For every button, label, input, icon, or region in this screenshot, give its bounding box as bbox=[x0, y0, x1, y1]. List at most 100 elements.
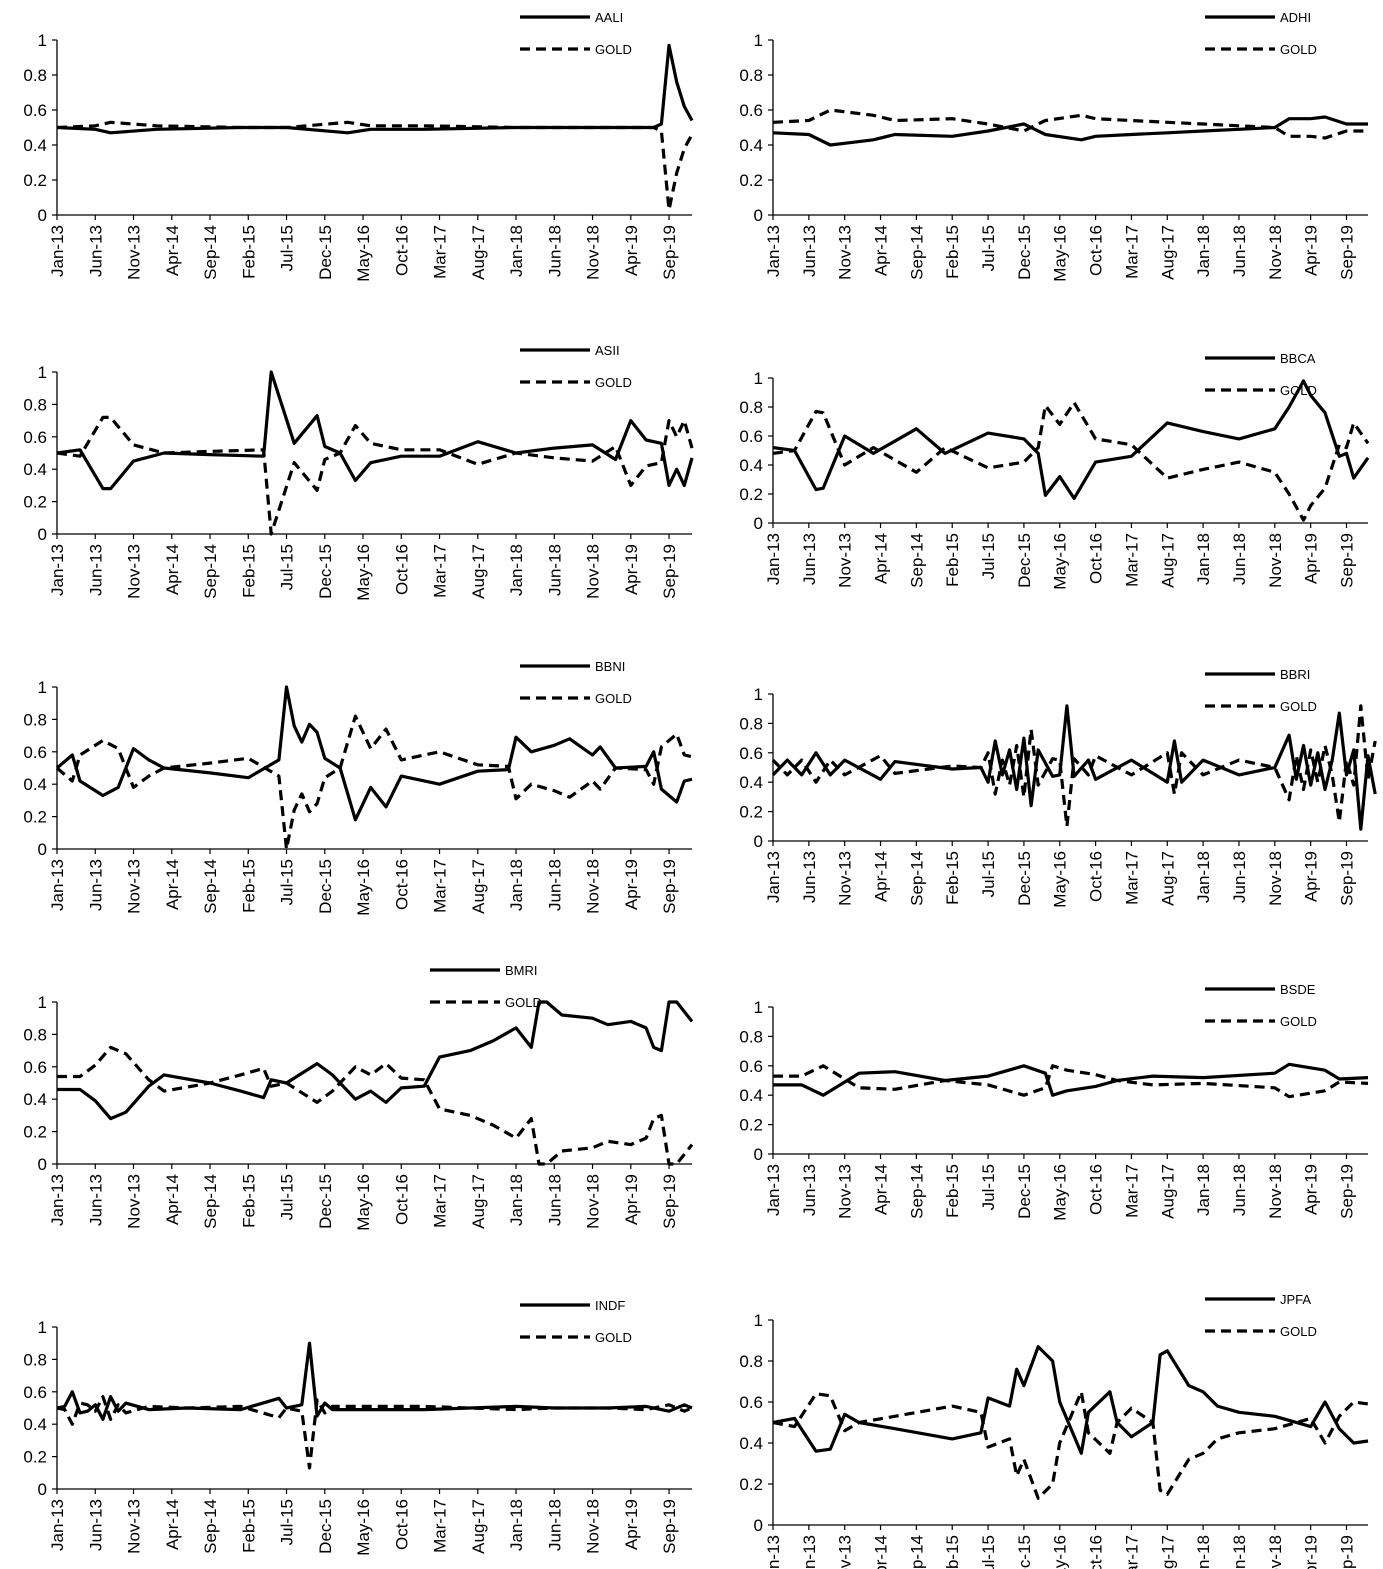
legend-label-gold: GOLD bbox=[1280, 383, 1317, 398]
x-tick-label: Sep-19 bbox=[660, 1174, 679, 1229]
y-tick-label: 0.4 bbox=[23, 1090, 47, 1109]
x-tick-label: Feb-15 bbox=[943, 851, 962, 905]
legend-label-bbni: BBNI bbox=[595, 659, 625, 674]
series-line-jpfa bbox=[772, 1345, 1369, 1455]
chart-panel-1: 0 0.2 0.4 0.6 0.8 1 Jan-13 Jun-13 Nov-13 Apr-14 Se… bbox=[23, 10, 694, 282]
series-line-indf bbox=[56, 1341, 693, 1421]
x-tick-label: Jul-15 bbox=[979, 1535, 998, 1569]
x-tick-label: Jan-13 bbox=[48, 1174, 67, 1226]
x-tick-label: May-16 bbox=[354, 859, 373, 916]
x-tick-label: Nov-18 bbox=[584, 1499, 603, 1554]
x-tick-label: Dec-15 bbox=[1015, 225, 1034, 280]
x-tick-label: Jan-13 bbox=[764, 1535, 783, 1569]
x-tick-label: Mar-17 bbox=[1122, 1164, 1141, 1218]
x-tick-label: Sep-19 bbox=[660, 859, 679, 914]
legend-label-aali: AALI bbox=[595, 10, 623, 25]
x-tick-label: May-16 bbox=[1051, 1164, 1070, 1221]
x-tick-label: Jun-18 bbox=[545, 225, 564, 277]
x-tick-label: Apr-19 bbox=[622, 859, 641, 910]
x-tick-label: Apr-19 bbox=[1302, 851, 1321, 902]
x-tick-label: Jan-18 bbox=[1194, 851, 1213, 903]
x-tick-label: May-16 bbox=[1051, 225, 1070, 282]
y-tick-label: 0.8 bbox=[23, 710, 47, 729]
x-tick-label: Apr-19 bbox=[622, 225, 641, 276]
x-tick-label: Jun-18 bbox=[545, 1174, 564, 1226]
x-tick-label: May-16 bbox=[354, 225, 373, 282]
series-line-gold bbox=[772, 401, 1370, 522]
y-tick-label: 0.8 bbox=[23, 66, 47, 85]
legend-label-gold: GOLD bbox=[595, 375, 632, 390]
x-tick-label: Feb-15 bbox=[943, 1535, 962, 1569]
x-tick-label: Apr-14 bbox=[872, 225, 891, 276]
y-tick-label: 0 bbox=[38, 206, 47, 225]
x-tick-label: Jun-13 bbox=[800, 1535, 819, 1569]
x-tick-label: Jun-18 bbox=[1230, 225, 1249, 277]
x-tick-label: Mar-17 bbox=[431, 1174, 450, 1228]
x-tick-label: Jan-18 bbox=[507, 1174, 526, 1226]
x-tick-label: Jan-18 bbox=[1194, 1535, 1213, 1569]
y-tick-label: 0 bbox=[754, 206, 763, 225]
x-tick-label: Nov-13 bbox=[836, 1164, 855, 1219]
series-line-bbri bbox=[771, 704, 1377, 831]
y-tick-label: 0.4 bbox=[23, 1415, 47, 1434]
x-tick-label: Nov-18 bbox=[1266, 1164, 1285, 1219]
x-tick-label: Aug-17 bbox=[469, 859, 488, 914]
x-tick-label: Dec-15 bbox=[316, 1174, 335, 1229]
x-tick-label: Dec-15 bbox=[316, 544, 335, 599]
legend-label-jpfa: JPFA bbox=[1280, 1292, 1311, 1307]
x-tick-label: Nov-13 bbox=[836, 851, 855, 906]
x-tick-label: Aug-17 bbox=[1158, 1535, 1177, 1569]
legend-label-gold: GOLD bbox=[595, 42, 632, 57]
x-tick-label: Jun-18 bbox=[1230, 1535, 1249, 1569]
x-tick-label: Sep-19 bbox=[660, 544, 679, 599]
y-tick-label: 0.2 bbox=[739, 1116, 763, 1135]
series-line-asii bbox=[56, 370, 694, 491]
series-line-gold bbox=[56, 120, 694, 212]
x-tick-label: May-16 bbox=[354, 1174, 373, 1231]
y-tick-label: 0.4 bbox=[23, 775, 47, 794]
y-tick-label: 0.6 bbox=[23, 1383, 47, 1402]
x-tick-label: Nov-13 bbox=[125, 1174, 144, 1229]
x-tick-label: Sep-14 bbox=[907, 1164, 926, 1219]
y-tick-label: 0 bbox=[38, 1155, 47, 1174]
series-line-gold bbox=[772, 1390, 1369, 1500]
legend-label-asii: ASII bbox=[595, 343, 620, 358]
chart-panel-2: 0 0.2 0.4 0.6 0.8 1 Jan-13 Jun-13 Nov-13 Apr-14 Se… bbox=[739, 10, 1368, 282]
x-tick-label: Apr-14 bbox=[163, 1499, 182, 1550]
y-tick-label: 0.2 bbox=[23, 1123, 47, 1142]
x-tick-label: Nov-13 bbox=[836, 1535, 855, 1569]
x-tick-label: Sep-14 bbox=[201, 225, 220, 280]
y-tick-label: 1 bbox=[38, 31, 47, 50]
x-tick-label: Sep-19 bbox=[1337, 533, 1356, 588]
x-tick-label: Mar-17 bbox=[1122, 225, 1141, 279]
x-tick-label: Oct-16 bbox=[392, 225, 411, 276]
y-tick-label: 0.4 bbox=[739, 456, 763, 475]
x-tick-label: Oct-16 bbox=[392, 1499, 411, 1550]
x-tick-label: Nov-13 bbox=[125, 544, 144, 599]
x-tick-label: Aug-17 bbox=[1158, 533, 1177, 588]
x-tick-label: Mar-17 bbox=[431, 544, 450, 598]
x-tick-label: May-16 bbox=[1051, 533, 1070, 590]
x-tick-label: Sep-19 bbox=[660, 225, 679, 280]
x-tick-label: Jan-13 bbox=[764, 225, 783, 277]
x-tick-label: Mar-17 bbox=[431, 225, 450, 279]
y-tick-label: 0.2 bbox=[739, 485, 763, 504]
x-tick-label: Sep-14 bbox=[907, 851, 926, 906]
chart-panel-8: 0 0.2 0.4 0.6 0.8 1 Jan-13 Jun-13 Nov-13 Apr-14 Se… bbox=[739, 982, 1369, 1221]
chart-panel-10: 0 0.2 0.4 0.6 0.8 1 Jan-13 Jun-13 Nov-13 Apr-14 Se… bbox=[739, 1292, 1369, 1569]
x-tick-label: Jul-15 bbox=[278, 1499, 297, 1545]
x-tick-label: May-16 bbox=[1051, 1535, 1070, 1569]
x-tick-label: Jan-18 bbox=[1194, 225, 1213, 277]
y-tick-label: 1 bbox=[38, 678, 47, 697]
series-line-bbca bbox=[772, 379, 1370, 500]
chart-panel-7: 0 0.2 0.4 0.6 0.8 1 Jan-13 Jun-13 Nov-13 Apr-14 Se… bbox=[23, 963, 694, 1231]
y-tick-label: 1 bbox=[38, 993, 47, 1012]
y-tick-label: 0.4 bbox=[739, 136, 763, 155]
y-tick-label: 0.2 bbox=[23, 493, 47, 512]
x-tick-label: Sep-19 bbox=[1337, 1164, 1356, 1219]
x-tick-label: Jan-13 bbox=[764, 533, 783, 585]
y-tick-label: 0.4 bbox=[23, 136, 47, 155]
series-line-gold bbox=[56, 415, 694, 536]
y-tick-label: 0.4 bbox=[739, 1086, 763, 1105]
x-tick-label: Jan-18 bbox=[507, 544, 526, 596]
